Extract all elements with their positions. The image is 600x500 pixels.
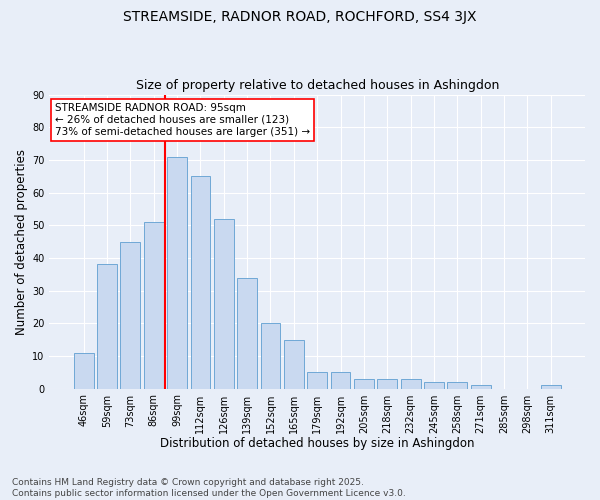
Text: STREAMSIDE RADNOR ROAD: 95sqm
← 26% of detached houses are smaller (123)
73% of : STREAMSIDE RADNOR ROAD: 95sqm ← 26% of d… (55, 104, 310, 136)
Bar (191, 176, 211, 388)
Bar (448, 382, 467, 388)
Bar (167, 156, 187, 388)
X-axis label: Distribution of detached houses by size in Ashingdon: Distribution of detached houses by size … (160, 437, 475, 450)
Bar (471, 386, 491, 388)
Bar (260, 324, 280, 388)
Bar (121, 242, 140, 388)
Text: STREAMSIDE, RADNOR ROAD, ROCHFORD, SS4 3JX: STREAMSIDE, RADNOR ROAD, ROCHFORD, SS4 3… (123, 10, 477, 24)
Bar (237, 278, 257, 388)
Bar (541, 386, 560, 388)
Bar (377, 379, 397, 388)
Bar (214, 218, 234, 388)
Bar (97, 264, 117, 388)
Bar (401, 379, 421, 388)
Text: Contains HM Land Registry data © Crown copyright and database right 2025.
Contai: Contains HM Land Registry data © Crown c… (12, 478, 406, 498)
Bar (307, 372, 327, 388)
Bar (331, 372, 350, 388)
Bar (74, 352, 94, 388)
Bar (284, 340, 304, 388)
Bar (144, 222, 164, 388)
Bar (354, 379, 374, 388)
Bar (424, 382, 444, 388)
Y-axis label: Number of detached properties: Number of detached properties (15, 148, 28, 334)
Title: Size of property relative to detached houses in Ashingdon: Size of property relative to detached ho… (136, 79, 499, 92)
